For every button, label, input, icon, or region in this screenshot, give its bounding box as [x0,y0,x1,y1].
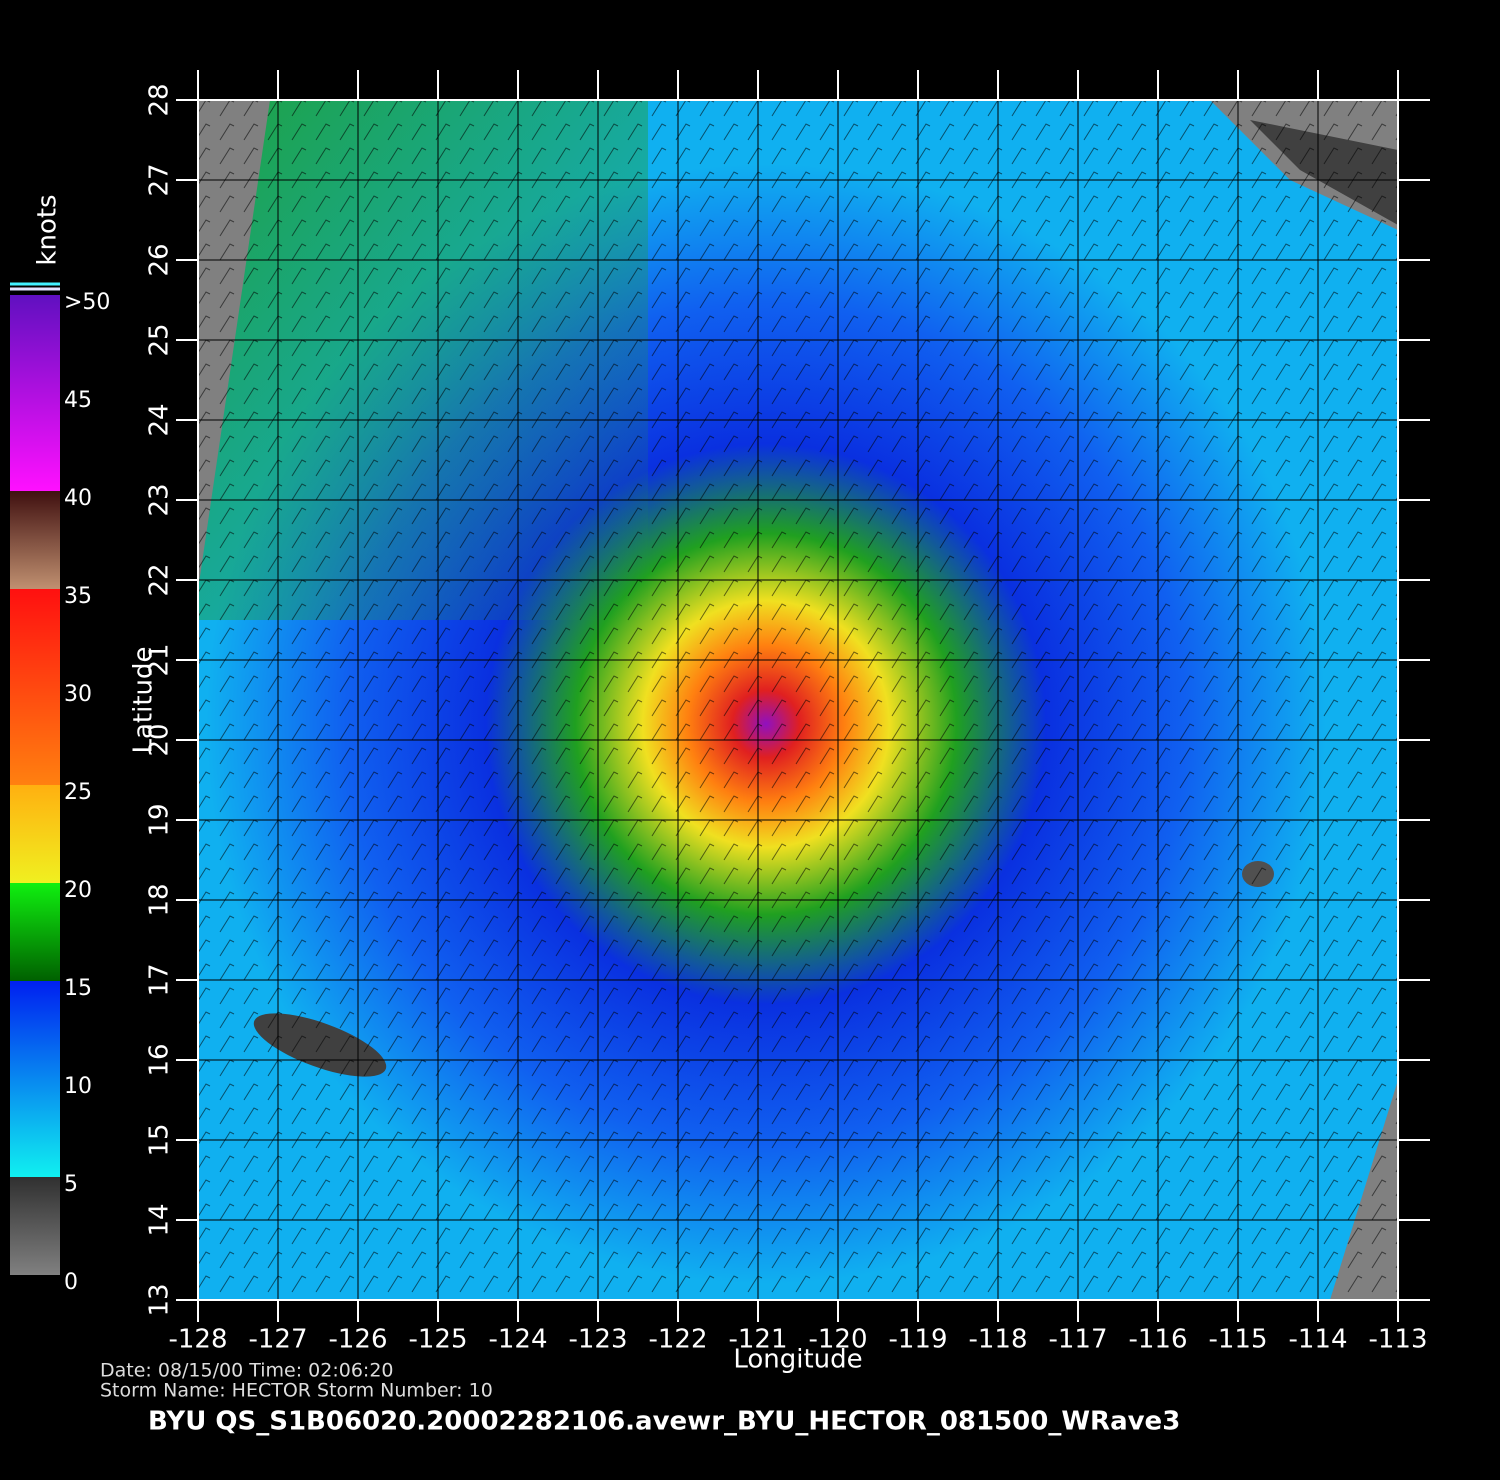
colorbar-label: 10 [64,1074,92,1099]
colorbar-label: 20 [64,878,92,903]
colorbar-label: 0 [64,1270,78,1295]
y-axis-title: Latitude [129,646,159,753]
y-tick-label: 15 [145,1123,175,1156]
y-tick-label: 19 [145,803,175,836]
x-tick-label: -118 [968,1325,1027,1355]
colorbar-label: 5 [64,1172,78,1197]
x-tick-label: -113 [1368,1325,1427,1355]
y-tick-label: 25 [145,323,175,356]
wind-field [198,100,1398,1300]
y-tick-label: 16 [145,1043,175,1076]
y-tick-label: 21 [145,643,175,676]
x-tick-label: -115 [1208,1325,1267,1355]
y-tick-label: 17 [145,963,175,996]
storm-info: Storm Name: HECTOR Storm Number: 10 [100,1380,493,1402]
x-tick-label: -119 [888,1325,947,1355]
x-tick-label: -123 [568,1325,627,1355]
y-tick-label: 20 [145,723,175,756]
colorbar-label: 30 [64,682,92,707]
y-tick-label: 23 [145,483,175,516]
x-tick-label: -128 [168,1325,227,1355]
x-tick-label: -122 [648,1325,707,1355]
colorbar [10,295,60,1275]
colorbar-label: 25 [64,780,92,805]
colorbar-unit: knots [33,194,63,265]
date-time: Date: 08/15/00 Time: 02:06:20 [100,1360,394,1382]
y-tick-label: 28 [145,83,175,116]
y-tick-label: 14 [145,1203,175,1236]
x-tick-label: -120 [808,1325,867,1355]
x-tick-label: -127 [248,1325,307,1355]
y-tick-label: 13 [145,1283,175,1316]
colorbar-label: 35 [64,584,92,609]
y-tick-label: 26 [145,243,175,276]
x-tick-label: -116 [1128,1325,1187,1355]
y-tick-label: 24 [145,403,175,436]
colorbar-label: 40 [64,486,92,511]
colorbar-label: 45 [64,388,92,413]
colorbar-label: >50 [64,290,110,315]
x-tick-label: -114 [1288,1325,1347,1355]
x-tick-label: -125 [408,1325,467,1355]
x-axis-title: Longitude [733,1345,862,1375]
y-tick-label: 18 [145,883,175,916]
x-tick-label: -117 [1048,1325,1107,1355]
x-tick-label: -124 [488,1325,547,1355]
y-tick-label: 22 [145,563,175,596]
file-name: BYU QS_S1B06020.20002282106.avewr_BYU_HE… [148,1407,1180,1437]
x-tick-label: -121 [728,1325,787,1355]
colorbar-label: 15 [64,976,92,1001]
x-tick-label: -126 [328,1325,387,1355]
plot-frame [197,99,1399,1301]
y-tick-label: 27 [145,163,175,196]
